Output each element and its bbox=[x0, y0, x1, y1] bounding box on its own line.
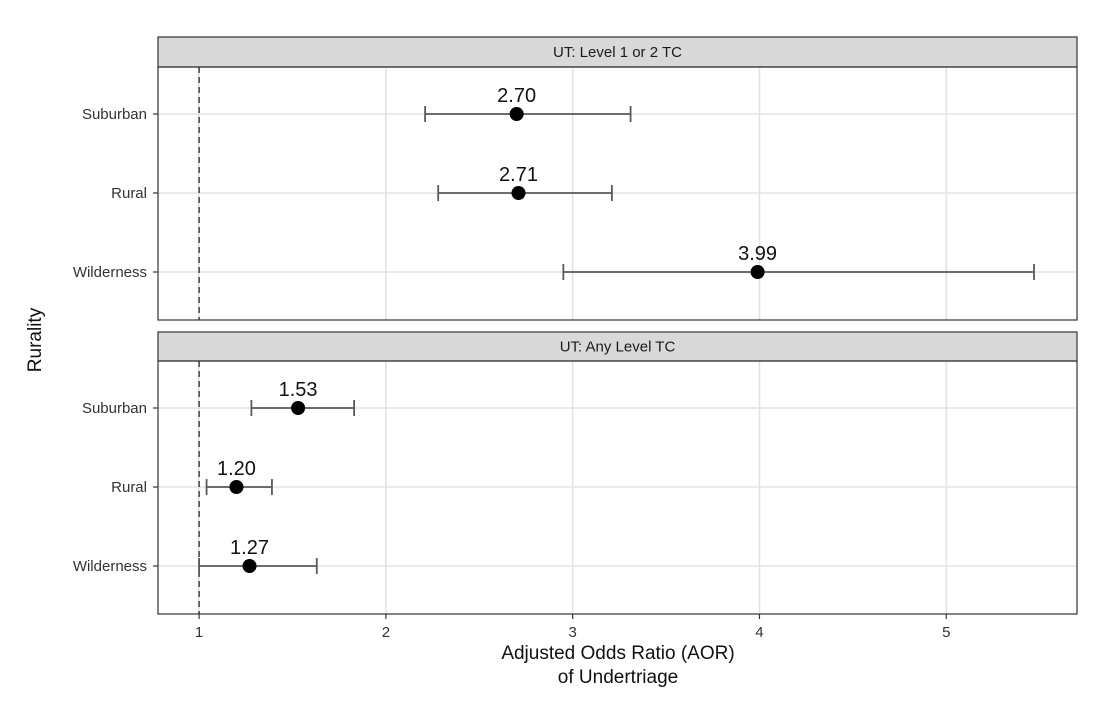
data-label: 2.70 bbox=[497, 85, 536, 107]
x-tick-label: 3 bbox=[568, 624, 576, 641]
y-axis-title: Rurality bbox=[25, 307, 46, 372]
data-point bbox=[750, 265, 765, 279]
y-tick-label: Suburban bbox=[82, 400, 147, 417]
panel-strip-title: UT: Any Level TC bbox=[560, 339, 676, 356]
x-tick-label: 4 bbox=[755, 624, 763, 641]
y-tick-label: Rural bbox=[111, 479, 147, 496]
data-label: 2.71 bbox=[499, 164, 538, 186]
y-tick-label: Wilderness bbox=[73, 264, 147, 281]
panel-border bbox=[157, 66, 1078, 321]
panel-1: UT: Level 1 or 2 TC Suburban Rural Wilderne… bbox=[73, 36, 1078, 321]
panel-border bbox=[157, 360, 1078, 615]
x-tick-label: 5 bbox=[942, 624, 950, 641]
x-axis-title-line-2: of Undertriage bbox=[558, 667, 678, 688]
data-point bbox=[511, 186, 526, 200]
y-tick-label: Rural bbox=[111, 185, 147, 202]
y-tick-label: Suburban bbox=[82, 106, 147, 123]
data-point bbox=[242, 559, 257, 573]
panels: UT: Level 1 or 2 TC Suburban Rural Wilderne… bbox=[73, 36, 1078, 615]
data-label: 1.53 bbox=[279, 379, 318, 401]
panel-strip bbox=[157, 36, 1078, 68]
y-tick-label: Wilderness bbox=[73, 558, 147, 575]
data-label: 1.27 bbox=[230, 537, 269, 559]
data-point bbox=[291, 401, 306, 415]
data-point bbox=[229, 480, 244, 494]
data-label: 3.99 bbox=[738, 243, 777, 265]
x-axis-title-line-1: Adjusted Odds Ratio (AOR) bbox=[501, 643, 734, 664]
x-axis: 1 2 3 4 5 bbox=[195, 614, 950, 641]
x-tick-label: 1 bbox=[195, 624, 203, 641]
data-label: 1.20 bbox=[217, 458, 256, 480]
data-point bbox=[509, 107, 524, 121]
x-tick-label: 2 bbox=[382, 624, 390, 641]
panel-strip-title: UT: Level 1 or 2 TC bbox=[553, 44, 682, 61]
panel-2: UT: Any Level TC Suburban Rural Wilderness 1… bbox=[73, 331, 1078, 615]
